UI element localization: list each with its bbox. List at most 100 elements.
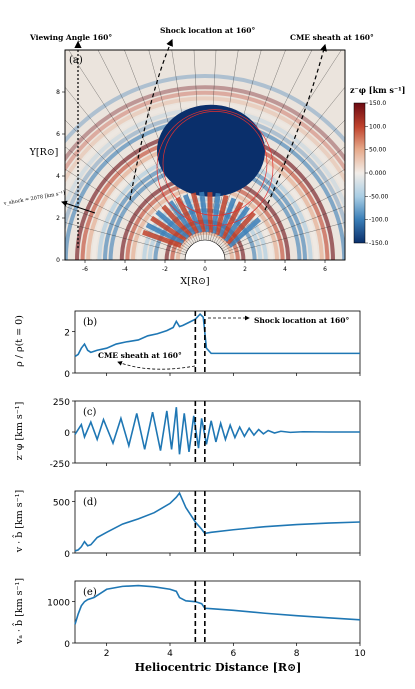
shock-location-label-b: Shock location at 160° (254, 316, 349, 325)
turbulent-stripe (182, 194, 203, 234)
cme-sheath-arrow (264, 43, 327, 211)
field-line (211, 50, 286, 242)
cme-sheath-label-a: CME sheath at 160° (290, 33, 374, 42)
field-line (65, 206, 187, 254)
shock-front (156, 109, 274, 226)
y-tick-label: 1000 (47, 599, 70, 609)
colorbar-ticks: 150.0 100.0 50.00 0.000 -50.00 -100.0 -150.0 (365, 100, 389, 247)
turbulent-stripe (211, 193, 221, 234)
field-ring (65, 96, 345, 184)
panelE-series-line (74, 584, 361, 625)
x-tick-label: 2 (243, 266, 247, 273)
field-ring (65, 102, 345, 196)
y-tick-label: 0 (56, 257, 60, 264)
y-tick-label: 2 (64, 329, 70, 339)
colorbar-tick-label: 150.0 (369, 100, 386, 107)
turbulent-stripe (150, 215, 187, 243)
x-tick-label: 0 (203, 266, 207, 273)
y-tick-label: 0 (64, 370, 70, 380)
turbulent-stripe (155, 209, 190, 240)
cme-sheath-arrow-b (117, 361, 196, 370)
panel-a-xticks: -6 -4 -2 0 2 4 6 (82, 260, 327, 273)
panel-a-xlabel: X[R⊙] (180, 276, 209, 287)
panel-e-ylabel: vₐ · b̂ [km s⁻¹] (12, 578, 25, 645)
panel-a-label: (a) (69, 55, 83, 66)
x-tick-label: 8 (294, 649, 300, 659)
turbulent-stripe (225, 211, 256, 245)
v-shock-arrow (61, 200, 96, 214)
turbulent-stripe (223, 205, 250, 242)
field-ring (65, 90, 345, 173)
sheath-front (162, 111, 268, 216)
field-line (124, 50, 199, 242)
panel-e-xlabel: Heliocentric Distance [R⊙] (135, 661, 302, 674)
colorbar-tick-label: 100.0 (369, 123, 386, 130)
colorbar (353, 102, 366, 244)
colorbar-tick-label: -150.0 (369, 240, 389, 247)
x-tick-label: -4 (122, 266, 128, 273)
shock-location-arrow (129, 38, 173, 201)
y-tick-label: 6 (56, 131, 60, 138)
panelD-label: (d) (83, 497, 97, 508)
x-tick-label: 4 (283, 266, 287, 273)
panel-d-ylabel: v · b̂ [km s⁻¹] (12, 490, 25, 553)
turbulent-stripe (217, 197, 237, 238)
panel-a-yticks: 0 2 4 6 8 (56, 89, 65, 264)
turbulent-stripe (220, 201, 244, 240)
y-tick-label: 500 (53, 498, 70, 508)
field-line (65, 222, 186, 256)
panelB-series-line (74, 312, 360, 358)
colorbar-tick-label: 0.000 (369, 170, 386, 177)
x-tick-label: 4 (167, 649, 173, 659)
turbulent-stripe (168, 200, 196, 236)
x-tick-label: 2 (104, 649, 110, 659)
turbulent-stripe (175, 196, 200, 235)
field-line (68, 50, 195, 244)
x-tick-label: 6 (323, 266, 327, 273)
panel-a: (a) -6 -4 -2 0 2 4 6 0 2 4 6 8 X[R⊙] Y[R⊙] Viewing… (2, 26, 405, 287)
viewing-angle-label: Viewing Angle 160° (29, 33, 112, 42)
cme-cavity (157, 104, 265, 197)
y-tick-label: 0 (64, 640, 70, 650)
sun-disk (184, 239, 226, 260)
panel-d: 0 500 (d) (53, 490, 361, 560)
panelC-series-line (74, 407, 360, 455)
field-line (222, 188, 345, 252)
panel-c-ylabel: z⁻φ [km s⁻¹] (14, 402, 25, 461)
panelD-series-line (74, 491, 361, 552)
x-tick-label: -2 (162, 266, 168, 273)
x-tick-label: 6 (230, 649, 236, 659)
turbulent-stripe (199, 191, 210, 233)
field-line (65, 188, 188, 252)
panelB-label: (b) (83, 317, 97, 328)
cme-sheath-label-b: CME sheath at 160° (98, 351, 182, 360)
y-tick-label: -250 (50, 460, 71, 470)
panel-e: 0 1000 2 4 6 8 10 (e) (47, 580, 366, 659)
panel-b-ylabel: ρ / ρ(t = 0) (14, 315, 25, 367)
field-line (223, 206, 345, 254)
y-tick-label: 8 (56, 89, 60, 96)
colorbar-tick-label: -50.00 (369, 193, 389, 200)
turbulent-stripe (142, 229, 182, 248)
field-line (221, 168, 345, 250)
panelE-frame (74, 580, 361, 644)
field-ring (65, 85, 345, 163)
field-line (224, 222, 345, 256)
turbulent-stripe (227, 217, 262, 248)
colorbar-label: z⁻φ [km s⁻¹] (350, 85, 405, 95)
x-tick-label: -6 (82, 266, 88, 273)
y-tick-label: 0 (64, 550, 70, 560)
turbulent-stripe (161, 204, 193, 238)
field-line (220, 146, 345, 248)
v-shock-label: v_shock ≈ 2078 [km s⁻¹] (2, 190, 65, 207)
field-line (97, 50, 197, 243)
y-tick-label: 2 (56, 215, 60, 222)
colorbar-tick-label: 50.00 (369, 147, 386, 154)
field-ring (65, 74, 345, 144)
panelD-frame (74, 490, 361, 554)
field-ring (175, 230, 235, 260)
panel-c: -250 0 250 (c) (50, 398, 361, 470)
turbulent-stripe (145, 222, 185, 246)
panelE-label: (e) (83, 587, 97, 598)
